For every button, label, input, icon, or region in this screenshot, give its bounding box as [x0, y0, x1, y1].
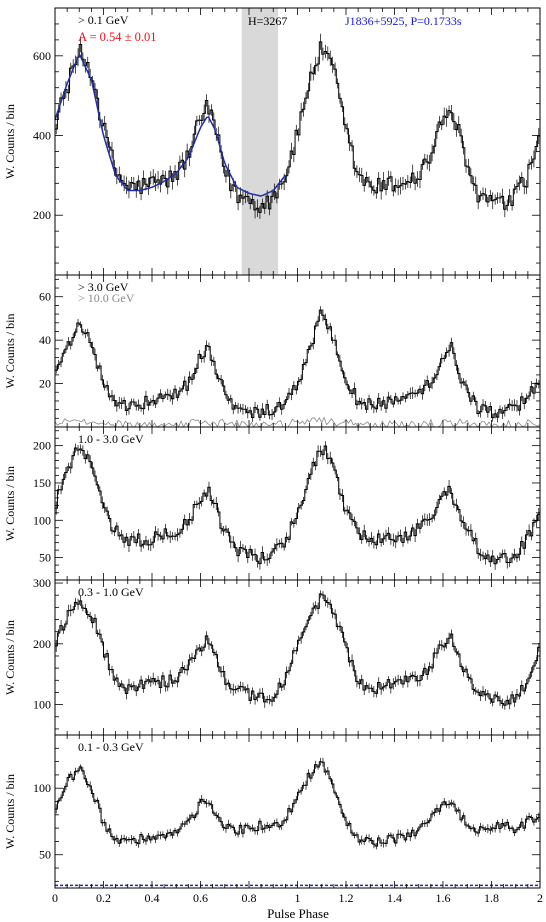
y-tick-label: 50 — [39, 551, 51, 565]
energy-range-label: 1.0 - 3.0 GeV — [78, 432, 144, 446]
y-tick-label: 200 — [33, 637, 51, 651]
y-tick-label: 150 — [33, 476, 51, 490]
data-histogram-line — [55, 445, 540, 565]
energy-range-label: 0.1 - 0.3 GeV — [78, 740, 144, 754]
panel-frame — [54, 7, 541, 276]
y-tick-label: 100 — [33, 698, 51, 712]
x-tick-label: 1.2 — [339, 891, 354, 905]
y-tick-label: 600 — [33, 49, 51, 63]
y-tick-label: 400 — [33, 129, 51, 143]
x-tick-label: 1.8 — [484, 891, 499, 905]
h-test-label: H=3267 — [248, 14, 287, 28]
energy-range-label: 0.3 - 1.0 GeV — [78, 585, 144, 599]
y-tick-label: 60 — [39, 290, 51, 304]
y-tick-label: 100 — [33, 513, 51, 527]
panel-frame — [54, 426, 541, 581]
y-tick-label: 100 — [33, 781, 51, 795]
data-histogram-line — [55, 761, 540, 847]
fit-amplitude-label: A = 0.54 ± 0.01 — [78, 30, 157, 44]
panels-layer: 200 400 600 W. Counts / bin > 0.1 GeV A = 0.5… — [3, 7, 541, 889]
y-axis-label: W. Counts / bin — [3, 466, 17, 541]
panel-frame — [54, 579, 541, 736]
x-axis-label: Pulse Phase — [267, 906, 329, 921]
x-tick-labels: 0 0.2 0.4 0.6 0.8 1 1.2 1.4 1.6 1.8 2 — [52, 891, 543, 905]
y-tick-label: 200 — [33, 208, 51, 222]
y-axis-label: W. Counts / bin — [3, 774, 17, 849]
data-histogram-line — [55, 41, 540, 213]
data-histogram-line — [55, 593, 540, 706]
panel-5: 50 100 W. Counts / bin 0.1 - 0.3 GeV — [3, 734, 541, 889]
error-bars — [55, 757, 540, 850]
error-bars — [55, 306, 540, 423]
y-tick-label: 300 — [33, 576, 51, 590]
panel-4: 100 200 300 W. Counts / bin 0.3 - 1.0 GeV — [3, 576, 541, 736]
x-tick-label: 1.6 — [436, 891, 451, 905]
pulsar-name-label: J1836+5925, P=0.1733s — [345, 14, 462, 28]
x-tick-label: 0.4 — [145, 891, 160, 905]
y-axis-label: W. Counts / bin — [3, 104, 17, 179]
panel-3: 50 100 150 200 W. Counts / bin 1.0 - 3.0 GeV — [3, 426, 541, 581]
panel-2: 20 40 60 W. Counts / bin > 3.0 GeV> 10.0 GeV — [3, 274, 541, 429]
x-tick-label: 2 — [537, 891, 543, 905]
error-bars — [55, 441, 540, 570]
y-tick-label: 200 — [33, 439, 51, 453]
template-fit-curve — [54, 54, 286, 197]
x-tick-label: 1.4 — [387, 891, 402, 905]
panel-frame — [54, 734, 541, 889]
x-tick-label: 0.6 — [193, 891, 208, 905]
x-tick-label: 0.2 — [96, 891, 111, 905]
energy-range-label: > 0.1 GeV — [78, 13, 129, 27]
energy-range-label: > 3.0 GeV — [78, 280, 129, 294]
x-tick-label: 0.8 — [242, 891, 257, 905]
panel-1: 200 400 600 W. Counts / bin > 0.1 GeV A = 0.5… — [3, 7, 541, 276]
y-tick-label: 40 — [39, 333, 51, 347]
y-axis-label: W. Counts / bin — [3, 620, 17, 695]
x-tick-label: 0 — [52, 891, 58, 905]
y-tick-label: 50 — [39, 848, 51, 862]
data-histogram-line — [55, 309, 540, 419]
x-tick-label: 1 — [295, 891, 301, 905]
y-axis-label: W. Counts / bin — [3, 314, 17, 389]
energy-high-label: > 10.0 GeV — [78, 291, 135, 305]
y-tick-label: 20 — [39, 377, 51, 391]
off-pulse-shaded-region — [241, 8, 279, 275]
